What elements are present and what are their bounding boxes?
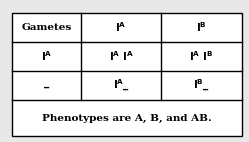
Text: $\mathbf{\_}$: $\mathbf{\_}$ <box>43 81 50 90</box>
Text: $\mathbf{I}^{\mathbf{B}}$: $\mathbf{I}^{\mathbf{B}}$ <box>196 20 207 34</box>
Text: $\mathbf{I}^{\mathbf{A}}$ $\mathbf{I}^{\mathbf{B}}$: $\mathbf{I}^{\mathbf{A}}$ $\mathbf{I}^{\… <box>189 49 214 63</box>
Bar <box>12 13 242 136</box>
Text: $\mathbf{I}^{\mathbf{A}}$ $\mathbf{I}^{\mathbf{A}}$: $\mathbf{I}^{\mathbf{A}}$ $\mathbf{I}^{\… <box>109 49 134 63</box>
Text: Gametes: Gametes <box>22 23 72 32</box>
Text: $\mathbf{I}^{\mathbf{A}}$: $\mathbf{I}^{\mathbf{A}}$ <box>116 20 127 34</box>
Text: $\mathbf{I}^{\mathbf{A}}$: $\mathbf{I}^{\mathbf{A}}$ <box>41 49 53 63</box>
Text: $\mathbf{I}^{\mathbf{A}}$$\mathbf{\_}$: $\mathbf{I}^{\mathbf{A}}$$\mathbf{\_}$ <box>113 78 130 93</box>
Text: $\mathbf{I}^{\mathbf{B}}$$\mathbf{\_}$: $\mathbf{I}^{\mathbf{B}}$$\mathbf{\_}$ <box>193 78 210 93</box>
Text: Phenotypes are A, B, and AB.: Phenotypes are A, B, and AB. <box>42 114 212 123</box>
Bar <box>12 13 242 136</box>
